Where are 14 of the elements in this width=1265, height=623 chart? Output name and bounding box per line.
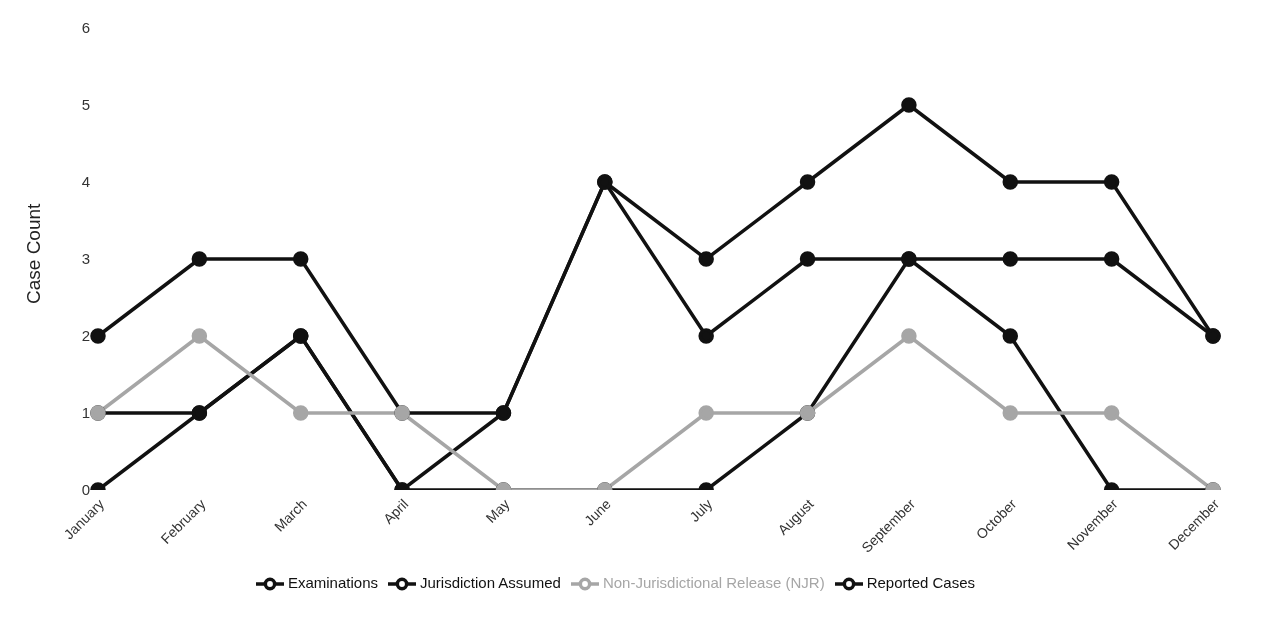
legend-label: Examinations (287, 573, 378, 591)
y-tick-label: 6 (81, 19, 90, 37)
y-tick-label: 2 (81, 327, 90, 345)
legend-label: Non-Jurisdictional Release (NJR) (602, 573, 825, 591)
y-tick-label: 3 (81, 250, 90, 268)
legend-label: Reported Cases (866, 573, 976, 591)
x-tick-label: May (482, 495, 513, 526)
x-tick-label: July (686, 495, 716, 525)
y-tick-label: 5 (81, 96, 90, 114)
legend-label: Jurisdiction Assumed (419, 573, 561, 591)
y-tick-label: 4 (81, 173, 90, 191)
y-tick-label: 0 (81, 481, 90, 499)
y-tick-label: 1 (81, 404, 90, 422)
y-axis-title: Case Count (22, 202, 44, 304)
